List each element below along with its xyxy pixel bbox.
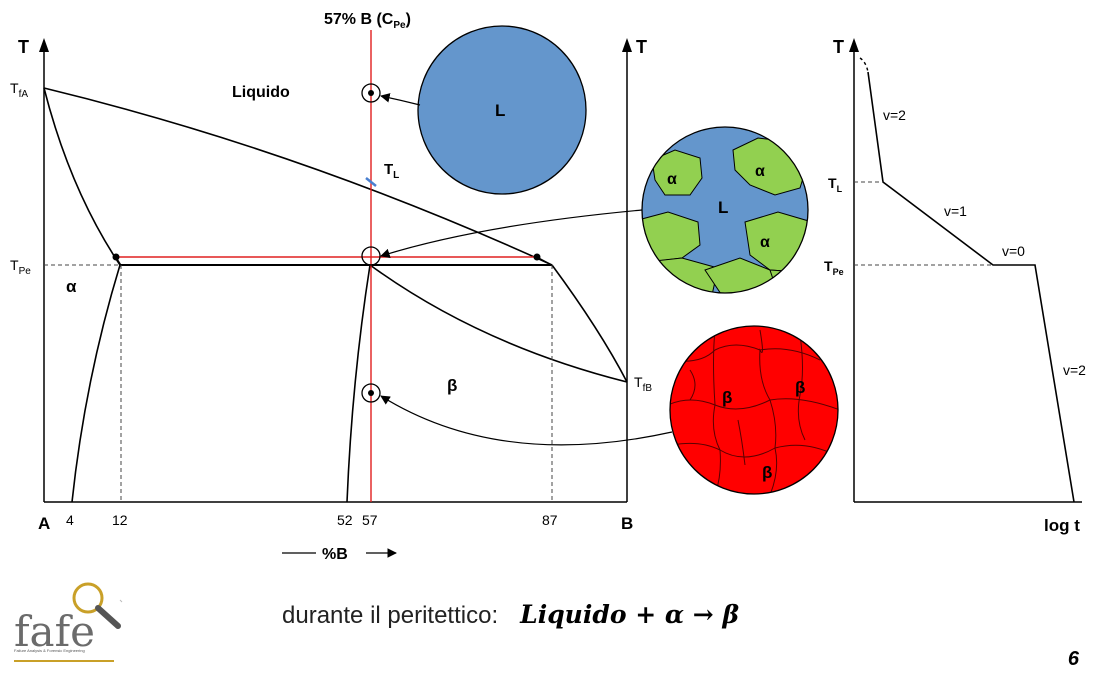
x-axis-label: %B xyxy=(322,546,348,563)
liquid-micro-label: L xyxy=(495,101,505,120)
liquidus-curve xyxy=(43,87,553,266)
fafe-logo: fafe xyxy=(14,582,123,662)
caption-text: durante il peritettico: xyxy=(282,602,499,629)
segment-label-4: v=2 xyxy=(1063,362,1086,378)
beta-solidus-curve xyxy=(369,264,628,383)
cooling-curve-line xyxy=(867,71,1075,503)
x-tick-87: 87 xyxy=(542,512,558,528)
segment-label-1: v=2 xyxy=(883,107,906,123)
peritectic-marker xyxy=(361,246,381,266)
x-tick-4: 4 xyxy=(66,512,74,528)
beta-solvus-curve xyxy=(346,264,371,503)
logo-text: fafe xyxy=(14,607,95,656)
alpha-solidus-curve xyxy=(43,87,121,266)
x-tick-57: 57 xyxy=(362,512,378,528)
tl-marker xyxy=(365,177,377,187)
alpha-solvus-curve xyxy=(71,264,121,503)
segment-label-2: v=1 xyxy=(944,203,967,219)
tpe-label: TPe xyxy=(10,257,31,277)
beta-grain-label-2: β xyxy=(795,378,805,397)
liquid-state-marker xyxy=(361,83,381,103)
alpha-grain-label-2: α xyxy=(755,163,765,180)
alpha-region-label: α xyxy=(66,277,77,296)
cooling-axis-label-logt: log t xyxy=(1044,516,1080,535)
corner-label-A: A xyxy=(38,514,50,533)
phase-diagram: T T TfA TPe TfB TL Liquido α β 57% B (CP… xyxy=(10,11,652,563)
beta-state-marker xyxy=(361,383,381,403)
axis-label-T-left: T xyxy=(18,37,29,57)
x-tick-12: 12 xyxy=(112,512,128,528)
x-tick-52: 52 xyxy=(337,512,353,528)
corner-label-B: B xyxy=(621,514,633,533)
segment-label-3: v=0 xyxy=(1002,243,1025,259)
alpha-grain-label-1: α xyxy=(667,171,677,188)
beta-grain-label-1: β xyxy=(722,388,732,407)
cooling-tpe-label: TPe xyxy=(824,258,844,277)
caption: durante il peritettico: Liquido + α → β xyxy=(282,600,739,630)
axis-label-T-right: T xyxy=(636,37,647,57)
alpha-grain-label-3: α xyxy=(760,234,770,251)
cooling-curve: T log t TL TPe v=2 v=1 v=0 v=2 xyxy=(824,37,1086,535)
cooling-axis-label-T: T xyxy=(833,37,844,57)
liquid-tie-point xyxy=(533,253,541,261)
tl-label: TL xyxy=(384,161,399,181)
two-phase-liquid-label: L xyxy=(718,198,728,217)
cooling-tl-label: TL xyxy=(828,175,843,194)
tfa-label: TfA xyxy=(10,80,28,100)
composition-header: 57% B (CPe) xyxy=(324,11,411,31)
page-number: 6 xyxy=(1067,648,1079,670)
liquidus-curve-b xyxy=(551,264,628,383)
microstructure-beta: β β β xyxy=(380,325,839,495)
liquid-region-label: Liquido xyxy=(232,84,290,101)
logo-tagline: Failure Analysis & Forensic Engineering xyxy=(14,648,85,653)
tfb-label: TfB xyxy=(634,374,652,394)
beta-grain-label-3: β xyxy=(762,463,772,482)
reaction-equation: Liquido + α → β xyxy=(520,600,740,629)
microstructure-liquid: L xyxy=(380,25,587,195)
alpha-tie-point xyxy=(112,253,120,261)
beta-region-label: β xyxy=(447,376,457,395)
microstructure-two-phase: α α α L xyxy=(380,126,809,294)
